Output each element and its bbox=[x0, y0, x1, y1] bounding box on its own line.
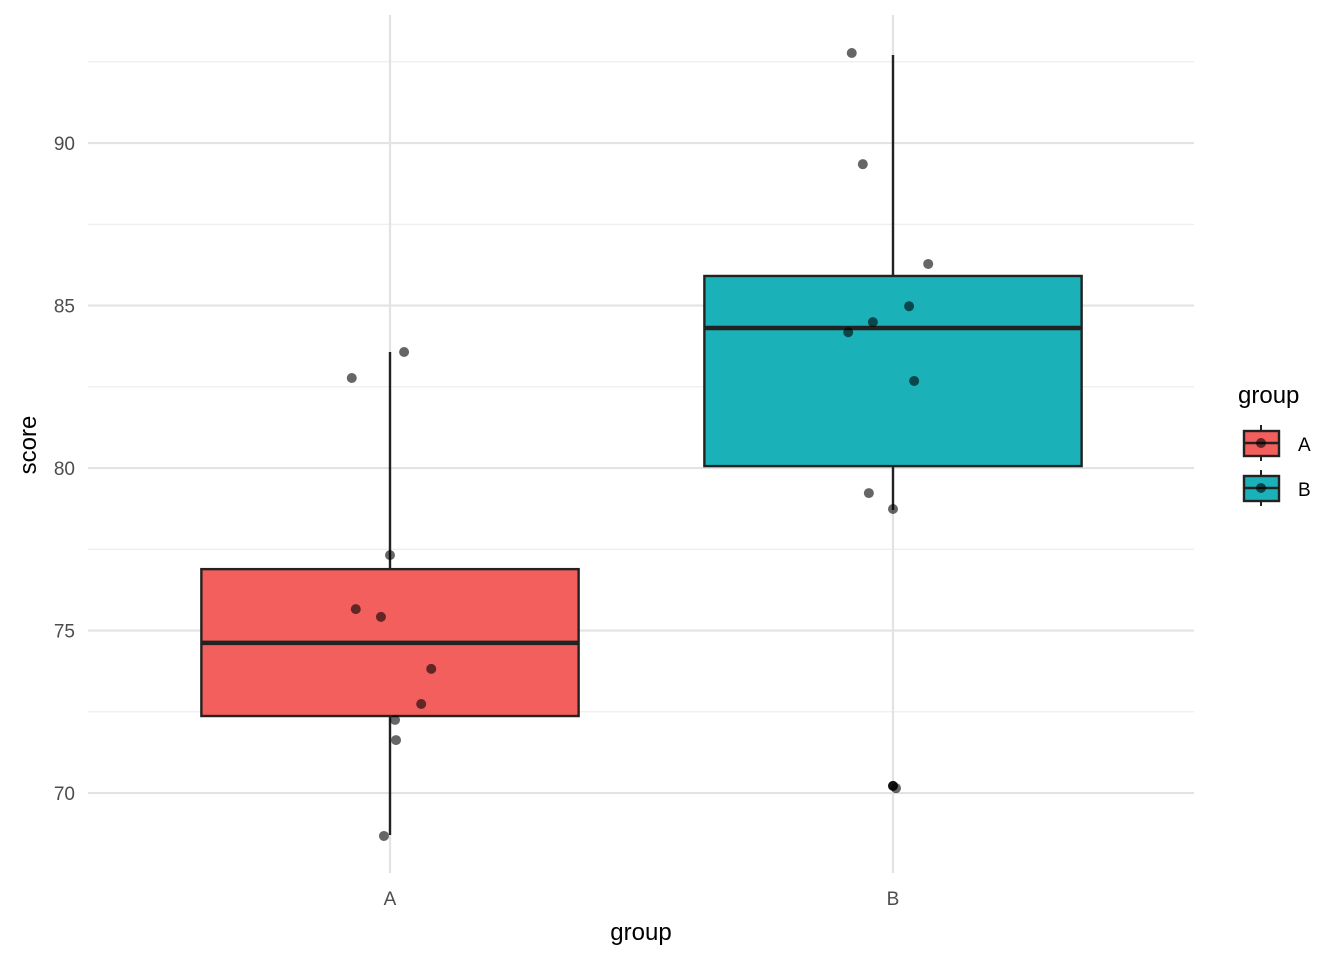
axes: 70 75 80 85 90 A B bbox=[54, 134, 899, 910]
legend-label: A bbox=[1298, 435, 1311, 456]
legend-item-B: B bbox=[1242, 470, 1311, 506]
data-point bbox=[426, 663, 437, 674]
y-tick-label: 85 bbox=[54, 297, 75, 318]
data-point bbox=[375, 611, 386, 622]
data-point bbox=[909, 375, 920, 386]
jitter-points bbox=[346, 48, 934, 841]
legend-item-A: A bbox=[1242, 425, 1311, 461]
y-tick-label: 80 bbox=[54, 459, 75, 480]
legend-point bbox=[1256, 438, 1266, 448]
legend-point bbox=[1256, 483, 1266, 493]
data-point bbox=[867, 317, 878, 328]
legend-title: group bbox=[1238, 382, 1299, 409]
data-point bbox=[846, 48, 857, 59]
box-A bbox=[200, 352, 580, 835]
box-rect bbox=[703, 274, 1083, 468]
data-point bbox=[857, 159, 868, 170]
data-point bbox=[385, 550, 395, 561]
box-B bbox=[703, 54, 1083, 791]
data-point bbox=[391, 735, 402, 746]
data-point bbox=[378, 830, 389, 841]
data-point bbox=[888, 504, 898, 514]
y-tick-label: 70 bbox=[54, 784, 75, 805]
legend: group A B bbox=[1238, 382, 1311, 506]
x-tick-label: B bbox=[887, 889, 900, 910]
data-point bbox=[843, 327, 854, 338]
data-point bbox=[390, 714, 401, 725]
boxes bbox=[200, 54, 1083, 835]
x-tick-label: A bbox=[384, 889, 397, 910]
data-point bbox=[904, 301, 915, 312]
data-point bbox=[416, 699, 427, 709]
data-point bbox=[399, 347, 410, 358]
y-axis-label: score bbox=[15, 416, 42, 475]
data-point bbox=[863, 488, 874, 499]
data-point bbox=[923, 258, 934, 269]
x-axis-label: group bbox=[610, 919, 671, 946]
data-point bbox=[891, 783, 902, 794]
y-tick-label: 75 bbox=[54, 622, 75, 643]
data-point bbox=[350, 604, 361, 615]
legend-label: B bbox=[1298, 480, 1311, 501]
y-tick-label: 90 bbox=[54, 134, 75, 155]
data-point bbox=[346, 373, 357, 384]
